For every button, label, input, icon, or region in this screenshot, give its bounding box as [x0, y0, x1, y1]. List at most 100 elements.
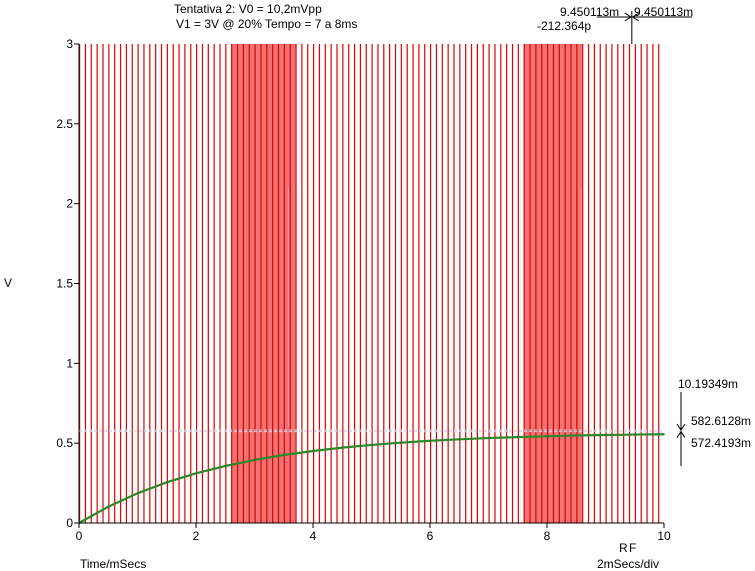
pwm-pulse [453, 44, 455, 523]
pwm-pulse [394, 44, 397, 523]
y-axis-label: V [4, 276, 13, 290]
cursor-x-delta-label: -212.364p [537, 19, 592, 33]
rc-output-point [458, 438, 461, 441]
pwm-pulse [506, 44, 508, 523]
pwm-dense-region [231, 44, 296, 523]
pwm-pulse [406, 44, 408, 523]
axis-ticks: 0 2 4 6 8 10 0 0.5 1 1.5 2 2.5 3 [56, 37, 671, 543]
cursor-tag-r: R [619, 541, 628, 555]
y-tick-label: 2 [66, 197, 73, 211]
pwm-pulse [324, 44, 326, 523]
x-tick-label: 2 [193, 529, 200, 543]
pwm-pulse [160, 44, 163, 523]
rc-output-point [107, 505, 110, 508]
pwm-pulse [336, 44, 338, 523]
rc-output-point [253, 459, 256, 461]
rc-output-point [604, 434, 607, 436]
rc-output-point [399, 441, 402, 444]
pwm-pulse [470, 44, 473, 523]
pwm-pulse [108, 44, 110, 523]
y-tick-label: 2.5 [56, 117, 73, 131]
pwm-pulse [424, 44, 426, 523]
pwm-pulse [114, 44, 116, 523]
pwm-pulse [646, 44, 648, 523]
x-tick-label: 10 [657, 529, 671, 543]
pwm-pulse [511, 44, 514, 523]
pwm-pulse [441, 44, 443, 523]
y-tick-label: 3 [66, 37, 73, 51]
pwm-pulse [119, 44, 122, 523]
rc-output-point [516, 436, 519, 438]
y-tick-label: 0 [66, 516, 73, 530]
pwm-pulse [593, 44, 595, 523]
pwm-pulse [500, 44, 502, 523]
pwm-pulse [400, 44, 402, 523]
pwm-pulse [143, 44, 145, 523]
cursor-y-label-2: 572.4193m [691, 436, 752, 450]
pwm-pulse [488, 44, 490, 523]
pwm-pulse [658, 44, 660, 523]
pwm-pulse [465, 44, 467, 523]
cursor-lines [79, 44, 664, 523]
pwm-pulse [225, 44, 227, 523]
rc-output-point [282, 454, 285, 456]
rc-output-point [575, 434, 578, 437]
pwm-pulse [207, 44, 209, 523]
pwm-pulse [184, 44, 186, 523]
rc-output-point [224, 465, 227, 467]
pwm-pulse [178, 44, 180, 523]
pwm-pulse [295, 44, 297, 523]
pwm-pulse [517, 44, 519, 523]
pwm-pulse [377, 44, 379, 523]
rc-output-point [136, 492, 139, 495]
pwm-pulse [330, 44, 332, 523]
cursor-y-arrow-top [676, 423, 686, 431]
rc-output-point [312, 450, 314, 452]
pwm-pulse [582, 44, 584, 523]
pwm-pulse [599, 44, 601, 523]
pwm-pulse [166, 44, 168, 523]
pwm-pulse [623, 44, 625, 523]
pwm-pulse [430, 44, 432, 523]
cursor-y-arrow-bottom [676, 430, 686, 438]
cursor-x-arrow-right [631, 12, 640, 22]
pwm-pulse [494, 44, 496, 523]
x-tick-label: 0 [76, 529, 83, 543]
pwm-pulse [418, 44, 420, 523]
pwm-pulse [371, 44, 373, 523]
pwm-pulse [155, 44, 157, 523]
pwm-pulse [389, 44, 391, 523]
pwm-pulse [307, 44, 309, 523]
x-tick-label: 6 [427, 529, 434, 543]
rc-output-point [195, 472, 197, 475]
rc-output-point [487, 437, 490, 439]
pwm-pulse [365, 44, 367, 523]
pwm-pulse [131, 44, 133, 523]
pwm-pulse [459, 44, 461, 523]
rc-output-point [429, 439, 431, 442]
pwm-waveform [79, 44, 660, 523]
pwm-pulse [96, 44, 98, 523]
pwm-pulse [634, 44, 636, 523]
pwm-pulse [435, 44, 438, 523]
pwm-pulse [201, 44, 204, 523]
x-axis-label: Time/mSecs [80, 557, 147, 571]
x-scale-label: 2mSecs/div [597, 557, 660, 571]
rc-output-point [633, 433, 636, 436]
rc-output-point [546, 435, 548, 438]
pwm-pulse [172, 44, 174, 523]
pwm-pulse [383, 44, 385, 523]
cursor-tag-f: F [629, 541, 637, 555]
pwm-pulse [628, 44, 631, 523]
pwm-pulse [447, 44, 449, 523]
pwm-pulse [84, 44, 87, 523]
cursor-y-label-1: 582.6128m [691, 414, 752, 428]
pwm-pulse [125, 44, 127, 523]
pwm-pulse [219, 44, 221, 523]
pwm-pulse [301, 44, 303, 523]
y-tick-label: 0.5 [56, 436, 73, 450]
cursor-markers [597, 11, 692, 466]
pwm-pulse [318, 44, 321, 523]
pwm-pulse [652, 44, 654, 523]
